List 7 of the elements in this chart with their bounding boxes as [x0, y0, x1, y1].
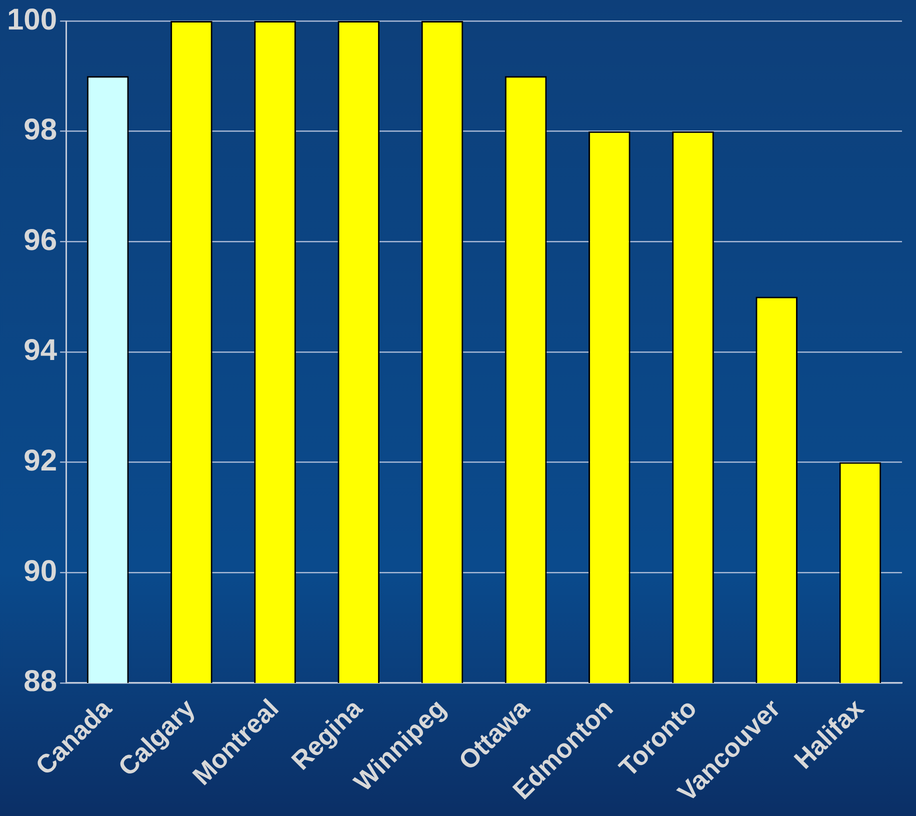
y-tick-label: 88	[24, 665, 58, 698]
y-tick-label: 94	[24, 334, 58, 368]
y-tick-label: 98	[24, 114, 58, 147]
y-tick-label: 96	[24, 224, 58, 257]
y-tick-label: 92	[24, 444, 58, 478]
y-tick-label: 90	[24, 554, 58, 588]
y-tick-label: 100	[6, 3, 58, 36]
